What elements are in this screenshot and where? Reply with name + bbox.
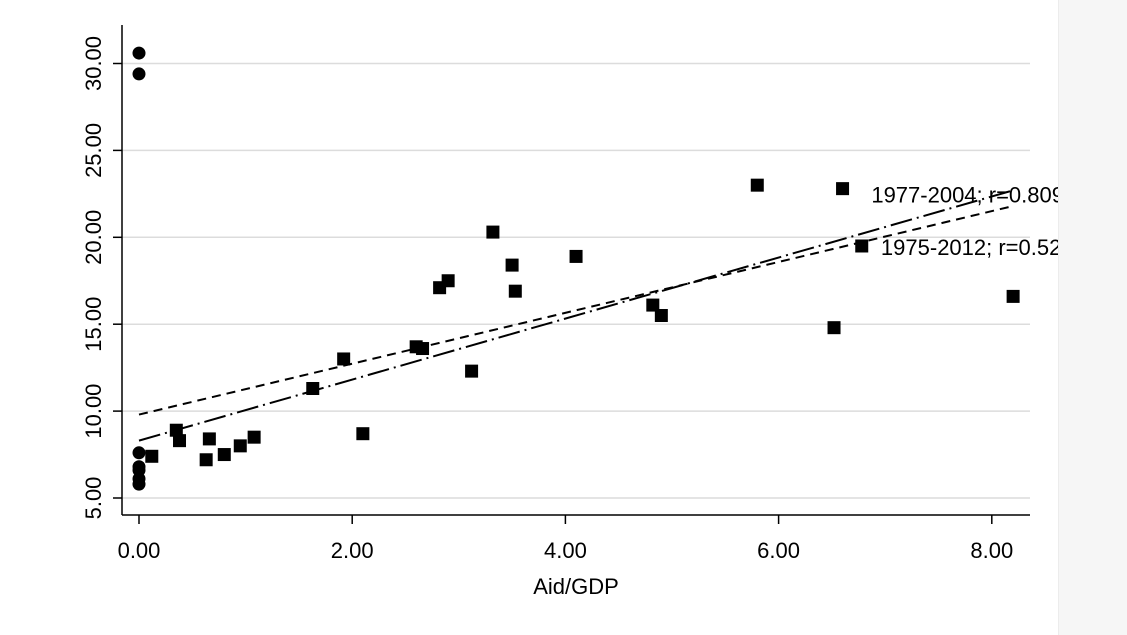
data-point-square <box>1006 289 1020 303</box>
data-point-square <box>247 430 261 444</box>
gridlines <box>122 62 1030 499</box>
x-axis-ticks: 0.00 2.00 4.00 6.00 8.00 <box>118 515 1013 563</box>
data-point-square <box>173 434 187 448</box>
data-point-square <box>505 258 519 272</box>
x-axis-label: Aid/GDP <box>533 574 619 599</box>
annotations: 1977-2004; r=0.809 1975-2012; r=0.529 <box>871 183 1073 260</box>
fit-lines <box>138 189 1014 442</box>
data-point-circle <box>132 46 146 60</box>
data-point-circle <box>132 477 146 491</box>
data-point-square <box>750 178 764 192</box>
annotation-label-1: 1975-2012; r=0.529 <box>881 235 1074 260</box>
data-point-square <box>199 453 213 467</box>
data-point-square <box>416 342 430 356</box>
data-point-square <box>202 432 216 446</box>
data-point-square <box>337 352 351 366</box>
data-point-square <box>836 182 850 196</box>
annotation-label-0: 1977-2004; r=0.809 <box>871 183 1064 208</box>
data-point-circle <box>132 67 146 81</box>
data-points <box>132 46 1020 491</box>
data-point-square <box>569 249 583 263</box>
x-tick-label: 0.00 <box>118 538 161 563</box>
data-point-square <box>356 427 370 441</box>
data-point-circle <box>132 446 146 460</box>
y-tick-label: 5.00 <box>81 477 106 520</box>
side-panel <box>1058 0 1127 635</box>
x-tick-label: 2.00 <box>331 538 374 563</box>
y-tick-label: 20.00 <box>81 210 106 265</box>
data-point-square <box>306 382 320 396</box>
data-point-square <box>145 449 159 463</box>
data-point-square <box>465 364 479 378</box>
y-axis-ticks: 5.00 10.00 15.00 20.00 25.00 30.00 <box>81 36 122 519</box>
data-point-square <box>654 309 668 323</box>
x-tick-label: 4.00 <box>544 538 587 563</box>
x-tick-label: 8.00 <box>970 538 1013 563</box>
data-point-square <box>486 225 500 239</box>
data-point-square <box>855 239 869 253</box>
y-tick-label: 10.00 <box>81 384 106 439</box>
y-tick-label: 30.00 <box>81 36 106 91</box>
fit-line-0 <box>138 189 1014 442</box>
data-point-square <box>169 423 183 437</box>
data-point-square <box>646 298 660 312</box>
x-tick-label: 6.00 <box>757 538 800 563</box>
data-point-square <box>217 448 231 462</box>
data-point-square <box>508 284 522 298</box>
data-point-square <box>233 439 247 453</box>
data-point-square <box>827 321 841 335</box>
y-tick-label: 25.00 <box>81 123 106 178</box>
y-tick-label: 15.00 <box>81 297 106 352</box>
data-point-square <box>441 274 455 288</box>
